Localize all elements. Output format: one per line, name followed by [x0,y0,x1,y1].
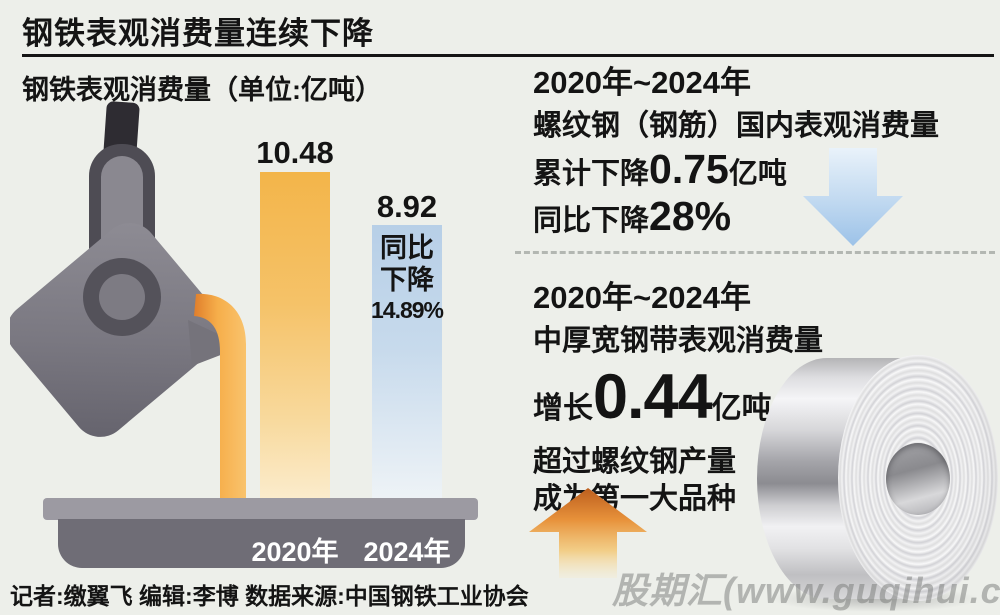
panel-rebar: 2020年~2024年 螺纹钢（钢筋）国内表观消费量 累计下降0.75亿吨 同比… [533,57,995,240]
x-axis-label-2024: 2024年 [363,537,451,567]
bar-2024-value-label: 8.92 [376,189,438,224]
strip-subject: 中厚宽钢带表观消费量 [533,325,824,357]
rebar-change-unit: 亿吨 [728,158,787,190]
rebar-subject: 螺纹钢（钢筋）国内表观消费量 [533,110,940,142]
ladle-handle-icon [103,101,140,159]
dashed-divider [515,251,995,254]
annotation-line-1: 同比 [380,233,434,263]
strip-note-1: 超过螺纹钢产量 [533,446,737,478]
steel-coil-hole [886,443,950,515]
ladle-illustration [10,101,246,502]
platform-lip [43,498,478,520]
rebar-change-value: 0.75 [649,146,729,192]
rebar-period: 2020年~2024年 [533,65,752,100]
annotation-line-3: 14.89% [370,296,444,323]
rebar-rate-line: 同比下降28% [533,193,995,240]
strip-change-prefix: 增长 [533,392,593,425]
title-underline [22,54,994,57]
watermark: 股期汇(www.guqihui.cn) [612,570,1000,611]
rebar-change-line: 累计下降0.75亿吨 [533,146,995,193]
panel-strip-steel: 2020年~2024年 中厚宽钢带表观消费量 增长0.44亿吨 超过螺纹钢产量 … [533,272,995,515]
molten-stream-icon [194,293,246,502]
strip-change-line: 增长0.44亿吨 [533,361,995,438]
ladle-body-icon [10,223,244,437]
bar-2020 [260,172,330,500]
strip-change-unit: 亿吨 [711,392,772,425]
chart-subtitle: 钢铁表观消费量（单位:亿吨） [22,75,382,105]
rebar-rate-value: 28% [649,193,732,239]
platform-base [58,519,465,568]
x-axis-label-2020: 2020年 [251,537,339,567]
annotation-line-2: 下降 [380,264,434,295]
arrow-down-icon [803,148,903,246]
rebar-change-prefix: 累计下降 [533,158,650,190]
bar-2024 [372,225,442,500]
bar-2020-value-label: 10.48 [256,135,334,170]
rebar-rate-prefix: 同比下降 [533,205,650,237]
bar-2024-annotation: 同比 下降 14.89% [364,233,450,324]
strip-change-value: 0.44 [593,362,713,432]
strip-period: 2020年~2024年 [533,280,752,315]
footer-credits: 记者:缴翼飞 编辑:李博 数据来源:中国钢铁工业协会 [10,583,529,609]
page-title: 钢铁表观消费量连续下降 [22,16,374,51]
arrow-up-icon [529,488,647,578]
